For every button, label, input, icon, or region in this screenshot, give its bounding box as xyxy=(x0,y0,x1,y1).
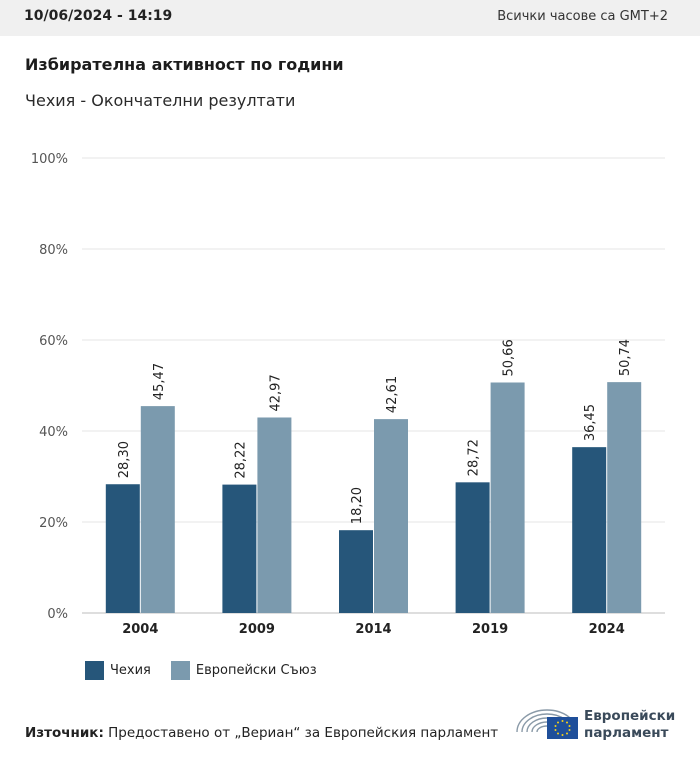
legend-item-eu: Европейски Съюз xyxy=(170,661,317,680)
data-label: 42,61 xyxy=(385,376,400,413)
bar xyxy=(490,382,525,613)
bar xyxy=(140,406,175,613)
data-label: 45,47 xyxy=(152,363,167,400)
x-tick-label: 2019 xyxy=(472,622,508,637)
y-tick-label: 20% xyxy=(39,516,68,531)
data-label: 50,74 xyxy=(618,339,633,376)
data-label: 50,66 xyxy=(502,339,517,376)
logo-line-1: Европейски xyxy=(584,708,676,724)
x-tick-label: 2014 xyxy=(355,622,391,637)
y-tick-label: 60% xyxy=(39,334,68,349)
bar xyxy=(374,419,408,613)
timezone-note: Всички часове са GMT+2 xyxy=(497,9,668,24)
x-tick-label: 2009 xyxy=(239,622,275,637)
legend-swatch-czechia xyxy=(85,661,104,680)
bar xyxy=(105,484,140,613)
logo-line-2: парламент xyxy=(584,725,669,741)
data-label: 28,72 xyxy=(467,439,482,476)
y-tick-label: 40% xyxy=(39,425,68,440)
legend-label-czechia: Чехия xyxy=(110,663,151,678)
source-note: Източник: Предоставено от „Вериан“ за Ев… xyxy=(25,725,498,741)
legend-swatch-eu xyxy=(170,661,190,680)
y-tick-label: 80% xyxy=(39,243,68,258)
x-tick-label: 2024 xyxy=(589,622,625,637)
source-text: Предоставено от „Вериан“ за Европейския … xyxy=(108,725,499,741)
chart-legend: Чехия Европейски Съюз xyxy=(85,661,337,680)
chart-title: Избирателна активност по години xyxy=(25,55,344,74)
legend-label-eu: Европейски Съюз xyxy=(195,663,317,678)
timestamp: 10/06/2024 - 14:19 xyxy=(24,8,173,24)
data-label: 42,97 xyxy=(268,374,283,411)
x-tick-label: 2004 xyxy=(122,622,158,637)
chart-subtitle: Чехия - Окончателни резултати xyxy=(25,91,296,110)
european-parliament-logo[interactable]: Европейски парламент xyxy=(514,702,684,742)
data-label: 28,22 xyxy=(233,441,248,478)
data-label: 36,45 xyxy=(583,404,598,441)
legend-item-czechia: Чехия xyxy=(85,661,151,680)
y-tick-label: 0% xyxy=(47,607,68,622)
data-label: 28,30 xyxy=(117,441,132,478)
bar xyxy=(222,484,257,613)
logo-text: Европейски парламент xyxy=(584,708,675,742)
parliament-hemicycle-icon xyxy=(516,709,578,739)
turnout-bar-chart: 0% 20% 40% 60% 80% 100% 28,30 45,47 2004 28,22 42,… xyxy=(31,152,665,637)
bar xyxy=(607,382,642,613)
source-label: Източник: xyxy=(25,725,104,741)
bar xyxy=(339,530,373,613)
data-label: 18,20 xyxy=(350,487,365,524)
top-bar: 10/06/2024 - 14:19 Всички часове са GMT+… xyxy=(0,0,700,36)
bar xyxy=(455,482,490,613)
bar xyxy=(572,447,607,613)
y-tick-label: 100% xyxy=(31,152,68,167)
bar xyxy=(257,417,292,613)
